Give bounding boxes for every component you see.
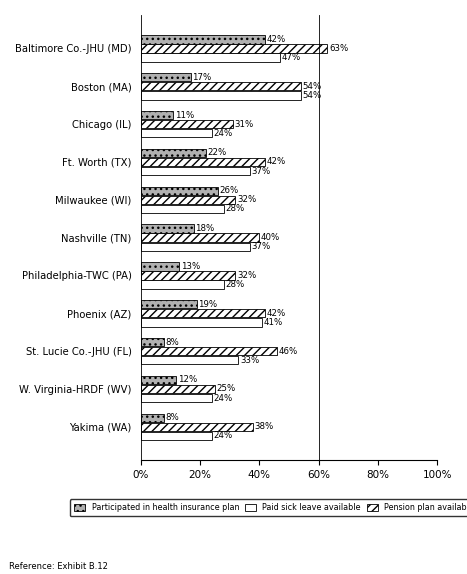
Legend: Participated in health insurance plan, Paid sick leave available, Pension plan a: Participated in health insurance plan, P…: [70, 499, 467, 517]
Text: 25%: 25%: [216, 385, 235, 394]
Text: 42%: 42%: [267, 309, 286, 318]
Bar: [141, 356, 239, 364]
Bar: [141, 149, 206, 157]
Bar: [141, 158, 265, 166]
Bar: [141, 234, 259, 242]
Bar: [141, 224, 194, 232]
Text: 37%: 37%: [252, 166, 271, 176]
Text: 8%: 8%: [166, 413, 179, 422]
Text: 31%: 31%: [234, 119, 253, 129]
Bar: [141, 82, 301, 91]
Bar: [141, 385, 215, 393]
Bar: [141, 243, 250, 251]
Text: 11%: 11%: [175, 111, 194, 119]
Text: 46%: 46%: [278, 347, 298, 356]
Bar: [141, 44, 327, 53]
Text: 18%: 18%: [195, 224, 215, 233]
Text: 42%: 42%: [267, 157, 286, 166]
Text: 37%: 37%: [252, 242, 271, 251]
Bar: [141, 338, 164, 346]
Text: 12%: 12%: [177, 375, 197, 385]
Bar: [141, 129, 212, 137]
Text: Reference: Exhibit B.12: Reference: Exhibit B.12: [9, 562, 108, 571]
Bar: [141, 111, 173, 119]
Text: 19%: 19%: [198, 300, 218, 309]
Bar: [141, 196, 235, 204]
Bar: [141, 262, 179, 270]
Text: 28%: 28%: [225, 280, 244, 289]
Text: 28%: 28%: [225, 204, 244, 214]
Text: 24%: 24%: [213, 432, 233, 440]
Text: 38%: 38%: [255, 422, 274, 431]
Bar: [141, 187, 218, 195]
Text: 47%: 47%: [282, 53, 301, 62]
Bar: [141, 120, 233, 129]
Bar: [141, 35, 265, 44]
Text: 33%: 33%: [240, 356, 259, 364]
Bar: [141, 414, 164, 422]
Text: 41%: 41%: [264, 318, 283, 327]
Bar: [141, 91, 301, 99]
Text: 63%: 63%: [329, 44, 348, 53]
Bar: [141, 281, 224, 289]
Bar: [141, 394, 212, 402]
Bar: [141, 318, 262, 327]
Text: 24%: 24%: [213, 394, 233, 402]
Text: 32%: 32%: [237, 271, 256, 280]
Bar: [141, 422, 253, 431]
Bar: [141, 167, 250, 175]
Text: 42%: 42%: [267, 35, 286, 44]
Text: 24%: 24%: [213, 129, 233, 138]
Bar: [141, 73, 191, 82]
Bar: [141, 53, 280, 62]
Text: 17%: 17%: [192, 73, 212, 82]
Text: 32%: 32%: [237, 195, 256, 204]
Text: 26%: 26%: [219, 186, 239, 195]
Text: 22%: 22%: [207, 149, 226, 157]
Bar: [141, 376, 176, 384]
Bar: [141, 272, 235, 280]
Text: 40%: 40%: [261, 233, 280, 242]
Bar: [141, 432, 212, 440]
Text: 8%: 8%: [166, 338, 179, 347]
Bar: [141, 205, 224, 213]
Text: 54%: 54%: [302, 91, 321, 100]
Bar: [141, 347, 277, 355]
Bar: [141, 309, 265, 317]
Text: 13%: 13%: [181, 262, 200, 271]
Text: 54%: 54%: [302, 82, 321, 91]
Bar: [141, 300, 197, 308]
